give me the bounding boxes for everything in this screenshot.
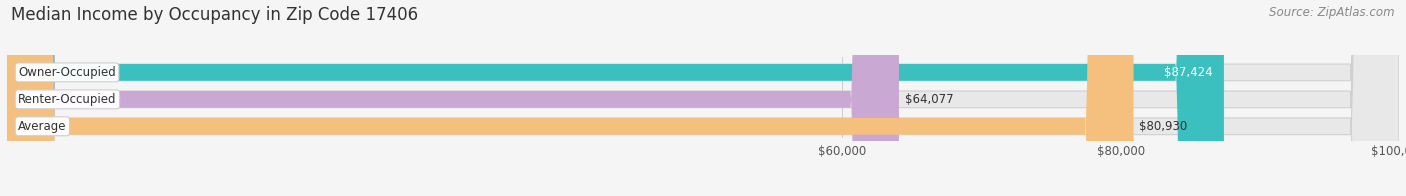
Text: Source: ZipAtlas.com: Source: ZipAtlas.com	[1270, 6, 1395, 19]
Text: Median Income by Occupancy in Zip Code 17406: Median Income by Occupancy in Zip Code 1…	[11, 6, 419, 24]
Text: $64,077: $64,077	[904, 93, 953, 106]
Text: $80,930: $80,930	[1139, 120, 1187, 133]
Text: Average: Average	[18, 120, 66, 133]
FancyBboxPatch shape	[7, 0, 1399, 196]
Text: Renter-Occupied: Renter-Occupied	[18, 93, 117, 106]
FancyBboxPatch shape	[7, 0, 1133, 196]
Text: Owner-Occupied: Owner-Occupied	[18, 66, 115, 79]
FancyBboxPatch shape	[7, 0, 1223, 196]
Text: $87,424: $87,424	[1164, 66, 1213, 79]
FancyBboxPatch shape	[7, 0, 1399, 196]
FancyBboxPatch shape	[7, 0, 1399, 196]
FancyBboxPatch shape	[7, 0, 898, 196]
